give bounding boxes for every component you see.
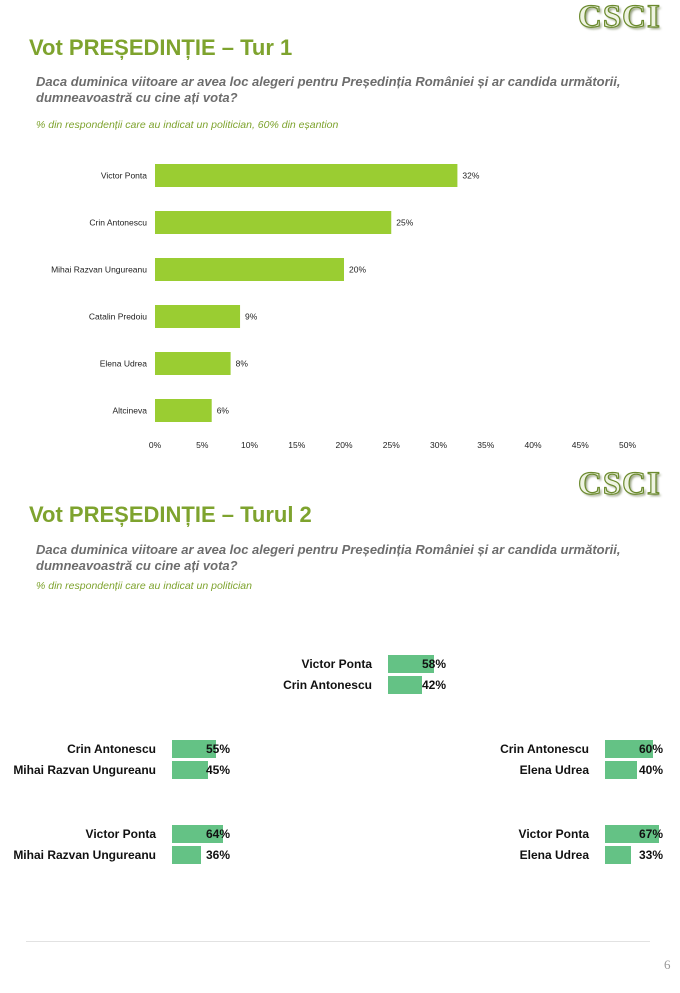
candidate-name: Mihai Razvan Ungureanu [13, 848, 156, 862]
candidate-name: Mihai Razvan Ungureanu [13, 763, 156, 777]
bar [388, 676, 422, 694]
x-tick-label: 50% [619, 440, 636, 450]
bar [388, 655, 435, 673]
category-label: Victor Ponta [101, 171, 147, 181]
candidate-name: Elena Udrea [519, 763, 589, 777]
matchup: Crin Antonescu 55% Mihai Razvan Ungureanu 4… [7, 740, 232, 782]
bar [605, 846, 632, 864]
bar [172, 761, 208, 779]
data-label: 6% [217, 406, 230, 416]
x-tick-label: 45% [572, 440, 589, 450]
bar [155, 305, 241, 328]
matchup: Victor Ponta 58% Crin Antonescu 42% [158, 655, 448, 697]
section1-question: Daca duminica viitoare ar avea loc alege… [36, 74, 621, 105]
matchup: Victor Ponta 67% Elena Udrea 33% [440, 825, 665, 867]
data-label: 45% [205, 763, 230, 777]
bar [172, 740, 216, 758]
data-label: 9% [245, 312, 258, 322]
x-tick-label: 20% [335, 440, 352, 450]
csci-logo: CSCI [577, 0, 661, 36]
x-tick-label: 10% [241, 440, 258, 450]
data-label: 58% [421, 657, 446, 671]
data-label: 64% [205, 827, 230, 841]
matchup-row: Elena Udrea 33% [440, 846, 665, 864]
bar [605, 825, 659, 843]
category-label: Catalin Predoiu [89, 312, 147, 322]
matchup-row: Mihai Razvan Ungureanu 45% [7, 761, 232, 779]
x-tick-label: 25% [383, 440, 400, 450]
x-tick-label: 40% [524, 440, 541, 450]
section2-title: Vot PREȘEDINȚIE – Turul 2 [29, 502, 312, 527]
data-label: 8% [236, 359, 249, 369]
bar [605, 740, 653, 758]
bar [172, 825, 224, 843]
bar [155, 164, 458, 187]
data-label: 32% [462, 171, 479, 181]
page-number: 6 [664, 957, 671, 972]
data-label: 40% [638, 763, 663, 777]
bar [155, 352, 231, 375]
matchup-row: Victor Ponta 58% [158, 655, 448, 673]
section1-note: % din respondenții care au indicat un po… [36, 119, 339, 131]
category-label: Mihai Razvan Ungureanu [51, 265, 147, 275]
matchup-row: Crin Antonescu 42% [158, 676, 448, 694]
bar [155, 211, 392, 234]
section2-question: Daca duminica viitoare ar avea loc alege… [36, 542, 621, 573]
candidate-name: Victor Ponta [85, 827, 156, 841]
bar [155, 399, 212, 422]
x-tick-label: 5% [196, 440, 209, 450]
candidate-name: Victor Ponta [301, 657, 372, 671]
data-label: 42% [421, 678, 446, 692]
data-label: 60% [638, 742, 663, 756]
round1-bar-chart: Victor Ponta Crin Antonescu Mihai Razvan U… [51, 164, 636, 450]
section2-note: % din respondenții care au indicat un po… [36, 580, 252, 592]
csci-logo-2: CSCI [577, 465, 661, 502]
data-label: 36% [205, 848, 230, 862]
data-label: 55% [205, 742, 230, 756]
data-label: 25% [396, 218, 413, 228]
candidate-name: Crin Antonescu [283, 678, 372, 692]
footer-divider [26, 941, 650, 942]
candidate-name: Crin Antonescu [500, 742, 589, 756]
section1-title: Vot PREȘEDINȚIE – Tur 1 [29, 35, 293, 60]
candidate-name: Elena Udrea [519, 848, 589, 862]
matchup: Victor Ponta 64% Mihai Razvan Ungureanu 36% [7, 825, 232, 867]
matchup-row: Victor Ponta 64% [7, 825, 232, 843]
x-tick-label: 30% [430, 440, 447, 450]
matchup-row: Crin Antonescu 60% [440, 740, 665, 758]
candidate-name: Crin Antonescu [67, 742, 156, 756]
matchup-row: Mihai Razvan Ungureanu 36% [7, 846, 232, 864]
category-label: Altcineva [113, 406, 148, 416]
data-label: 67% [638, 827, 663, 841]
x-tick-label: 0% [149, 440, 162, 450]
data-label: 33% [638, 848, 663, 862]
bar [605, 761, 637, 779]
bar [155, 258, 344, 281]
category-label: Crin Antonescu [89, 218, 147, 228]
matchup-row: Elena Udrea 40% [440, 761, 665, 779]
candidate-name: Victor Ponta [518, 827, 589, 841]
bar [172, 846, 201, 864]
data-label: 20% [349, 265, 366, 275]
x-tick-label: 15% [288, 440, 305, 450]
matchup: Crin Antonescu 60% Elena Udrea 40% [440, 740, 665, 782]
matchup-row: Victor Ponta 67% [440, 825, 665, 843]
category-label: Elena Udrea [100, 359, 148, 369]
x-tick-label: 35% [477, 440, 494, 450]
matchup-row: Crin Antonescu 55% [7, 740, 232, 758]
